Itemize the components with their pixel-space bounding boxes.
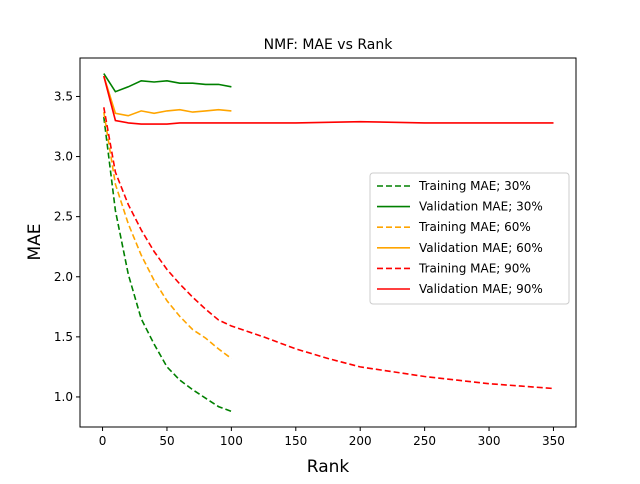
y-axis: 1.0 1.5 2.0 2.5 3.0 3.5 <box>54 89 80 404</box>
series-line-6 <box>103 75 554 125</box>
series-line-2 <box>103 73 232 93</box>
y-tick-label: 2.0 <box>54 270 73 284</box>
legend-label: Validation MAE; 60% <box>419 241 543 255</box>
x-tick-label: 150 <box>284 434 307 448</box>
series-line-1 <box>103 116 232 413</box>
plot-frame <box>79 57 577 428</box>
series-line-4 <box>103 75 232 117</box>
x-tick-label: 350 <box>542 434 565 448</box>
legend-label: Training MAE; 60% <box>418 220 531 234</box>
legend: Training MAE; 30% Validation MAE; 30% Trai… <box>369 172 570 305</box>
x-tick-label: 200 <box>349 434 372 448</box>
y-tick-label: 3.0 <box>54 150 73 164</box>
x-tick-label: 50 <box>159 434 174 448</box>
y-tick-label: 1.0 <box>54 390 73 404</box>
legend-label: Validation MAE; 30% <box>419 200 543 214</box>
x-tick-label: 100 <box>220 434 243 448</box>
y-axis-title: MAE <box>25 223 45 260</box>
legend-label: Training MAE; 30% <box>418 179 531 193</box>
series-line-5 <box>103 107 554 390</box>
legend-box <box>369 172 570 305</box>
plot-area <box>103 73 554 413</box>
legend-label: Training MAE; 90% <box>418 261 531 275</box>
x-tick-label: 300 <box>478 434 501 448</box>
y-tick-label: 3.5 <box>54 89 73 103</box>
y-tick-label: 1.5 <box>54 330 73 344</box>
series-line-3 <box>103 111 232 360</box>
y-tick-label: 2.5 <box>54 210 73 224</box>
x-tick-label: 0 <box>99 434 107 448</box>
x-tick-label: 250 <box>413 434 436 448</box>
chart-title: NMF: MAE vs Rank <box>264 37 394 53</box>
x-axis-title: Rank <box>307 457 350 477</box>
x-axis: 0 50 100 150 200 250 300 350 <box>99 427 565 448</box>
legend-label: Validation MAE; 90% <box>419 282 543 296</box>
